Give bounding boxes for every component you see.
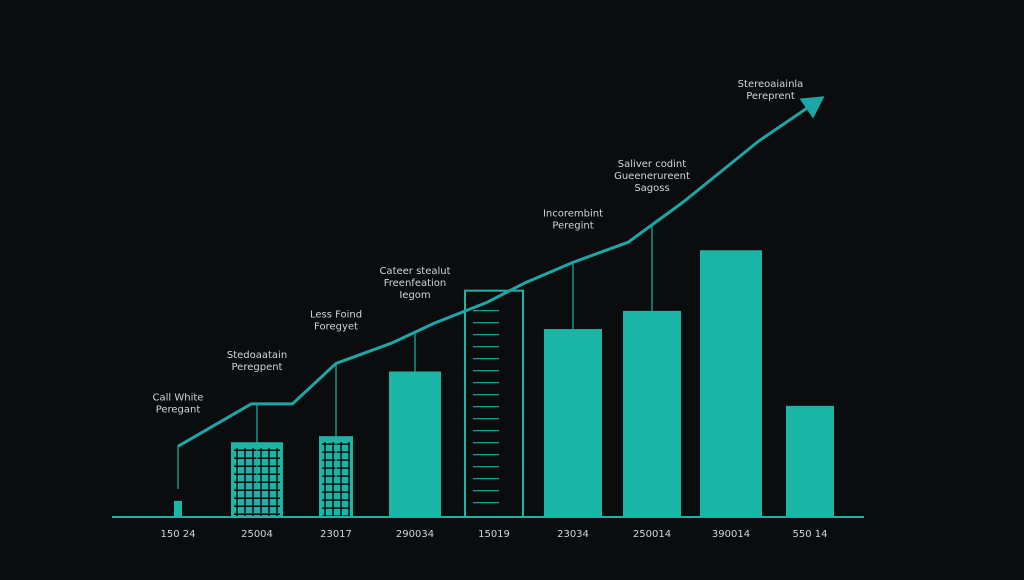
bar-6 bbox=[623, 310, 681, 517]
x-tick-label-4: 15019 bbox=[478, 529, 510, 540]
x-tick-label-7: 390014 bbox=[712, 529, 750, 540]
annotation-6-line-1: Pereprent bbox=[746, 91, 795, 102]
annotation-2-line-1: Foregyet bbox=[314, 321, 358, 332]
annotation-4-line-0: Incorembint bbox=[543, 208, 603, 219]
trend-line bbox=[177, 99, 819, 448]
annotation-0-line-0: Call White bbox=[153, 392, 204, 403]
bar-4 bbox=[464, 289, 524, 518]
skyline-bars bbox=[174, 250, 834, 518]
x-tick-label-2: 23017 bbox=[320, 529, 352, 540]
annotation-2-line-0: Less Foind bbox=[310, 309, 362, 320]
annotation-leaders bbox=[177, 224, 653, 489]
annotation-5-line-1: Gueenerureent bbox=[614, 171, 690, 182]
trend-line-group bbox=[177, 96, 825, 448]
x-tick-label-8: 550 14 bbox=[793, 529, 828, 540]
annotation-3-line-2: Iegom bbox=[399, 290, 430, 301]
annotation-3-line-0: Cateer stealut bbox=[379, 266, 450, 277]
x-tick-label-1: 25004 bbox=[241, 529, 273, 540]
annotation-3-line-1: Freenfeation bbox=[384, 278, 447, 289]
trend-arrowhead bbox=[799, 96, 825, 119]
annotation-5-line-0: Saliver codint bbox=[618, 159, 686, 170]
x-tick-label-0: 150 24 bbox=[161, 529, 196, 540]
bar-0 bbox=[174, 500, 182, 517]
annotation-5-line-2: Sagoss bbox=[634, 183, 669, 194]
annotation-6-line-0: Stereoaiainla bbox=[738, 79, 804, 90]
x-tick-label-5: 23034 bbox=[557, 529, 589, 540]
x-tick-label-6: 250014 bbox=[633, 529, 671, 540]
x-tick-label-3: 290034 bbox=[396, 529, 434, 540]
annotation-4-line-1: Peregint bbox=[552, 220, 593, 231]
annotation-0-line-1: Peregant bbox=[156, 404, 201, 415]
bar-7 bbox=[700, 250, 762, 517]
x-tick-labels: 150 24 25004 23017 290034 15019 23034 250014 39… bbox=[161, 529, 828, 540]
annotation-1-line-0: Stedoaatain bbox=[227, 350, 287, 361]
annotation-1-line-1: Peregpent bbox=[232, 362, 283, 373]
bar-8 bbox=[786, 405, 834, 517]
